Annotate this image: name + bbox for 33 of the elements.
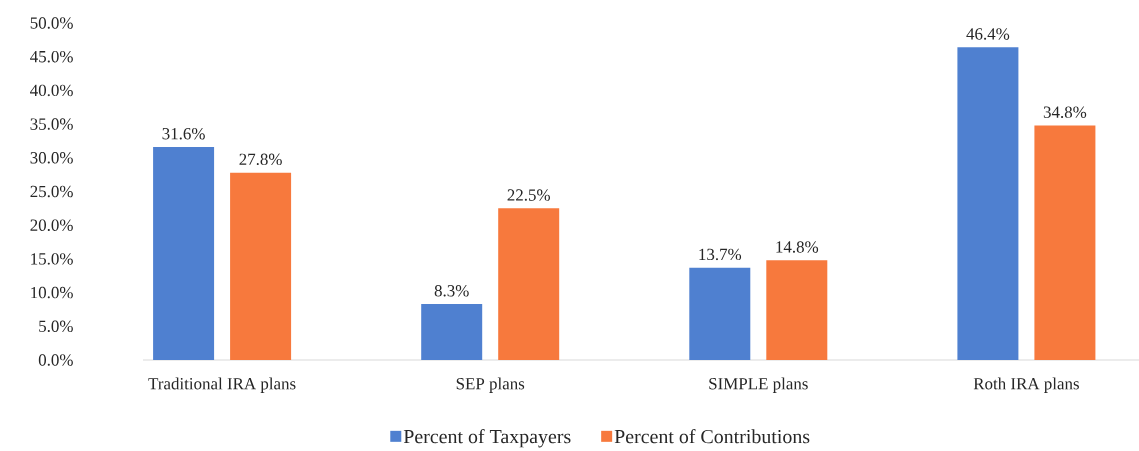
y-tick-label: 15.0% bbox=[31, 253, 73, 265]
bar bbox=[689, 267, 751, 360]
y-tick-label: 35.0% bbox=[30, 118, 73, 130]
data-label: 14.8% bbox=[776, 241, 819, 253]
x-tick-label: Traditional IRA plans bbox=[148, 377, 296, 393]
y-tick-label: 25.0% bbox=[30, 185, 73, 198]
data-label: 46.4% bbox=[966, 28, 1010, 40]
y-tick-label: 40.0% bbox=[30, 84, 73, 97]
bar bbox=[498, 208, 560, 360]
x-tick-label: Roth IRA plans bbox=[973, 377, 1079, 393]
data-label: 31.6% bbox=[162, 127, 205, 140]
y-tick-label: 20.0% bbox=[30, 219, 73, 231]
bar bbox=[766, 260, 828, 360]
bar bbox=[957, 47, 1019, 360]
bar bbox=[421, 304, 483, 360]
y-tick-label: 10.0% bbox=[31, 286, 73, 299]
bar bbox=[1034, 125, 1096, 360]
legend-label: Percent of Contributions bbox=[614, 429, 810, 444]
y-tick-label: 50.0% bbox=[30, 17, 73, 29]
bar bbox=[153, 147, 215, 360]
x-tick-label: SEP plans bbox=[456, 377, 525, 393]
y-tick-label: 30.0% bbox=[30, 152, 73, 164]
y-tick-label: 45.0% bbox=[30, 50, 73, 63]
data-label: 27.8% bbox=[239, 153, 282, 166]
data-label: 8.3% bbox=[434, 285, 469, 297]
x-tick-label: SIMPLE plans bbox=[709, 377, 808, 393]
bar bbox=[230, 172, 292, 360]
data-label: 34.8% bbox=[1043, 106, 1087, 118]
y-tick-label: 5.0% bbox=[39, 320, 73, 333]
y-tick-label: 0.0% bbox=[38, 354, 73, 366]
legend-label: Percent of Taxpayers bbox=[403, 429, 571, 448]
data-label: 22.5% bbox=[507, 189, 550, 201]
data-label: 13.7% bbox=[699, 248, 742, 261]
